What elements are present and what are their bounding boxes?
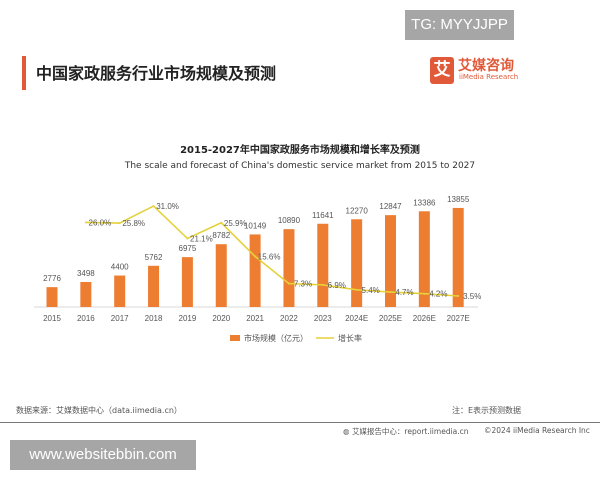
x-tick-label: 2025E	[379, 314, 402, 323]
growth-rate-label: 4.7%	[395, 288, 413, 297]
x-tick-label: 2022	[280, 314, 298, 323]
growth-rate-point	[287, 282, 290, 285]
bar-value-label: 6975	[179, 244, 197, 253]
logo-mark: 艾	[430, 57, 454, 84]
x-tick-label: 2020	[212, 314, 230, 323]
page-title: 中国家政服务行业市场规模及预测	[36, 64, 277, 83]
growth-rate-point	[355, 288, 358, 291]
watermark-top: TG: MYYJJPP	[405, 10, 514, 40]
bar	[114, 275, 126, 307]
growth-rate-label: 21.1%	[190, 234, 213, 243]
growth-rate-point	[118, 222, 121, 225]
growth-rate-point	[220, 221, 223, 224]
growth-rate-label: 25.8%	[122, 219, 145, 228]
watermark-bottom: www.websitebbin.com	[10, 440, 196, 470]
growth-rate-label: 7.3%	[294, 280, 312, 289]
growth-rate-point	[152, 205, 155, 208]
growth-rate-line	[85, 205, 459, 297]
chart-subtitle: The scale and forecast of China's domest…	[124, 161, 476, 171]
x-tick-label: 2024E	[345, 314, 368, 323]
bar-value-label: 5762	[145, 253, 163, 262]
bar-value-label: 13386	[413, 198, 436, 207]
growth-rate-label: 5.4%	[362, 286, 380, 295]
bar	[317, 223, 329, 307]
logo-en: iiMedia Research	[459, 73, 519, 81]
growth-rate-label: 26.0%	[89, 218, 112, 227]
growth-rate-label: 3.5%	[463, 292, 481, 301]
x-tick-label: 2017	[111, 314, 129, 323]
logo-cn: 艾媒咨询	[458, 58, 514, 74]
bar	[452, 207, 464, 307]
x-tick-label: 2015	[43, 314, 61, 323]
growth-rate-label: 6.9%	[328, 281, 346, 290]
x-tick-label: 2016	[77, 314, 95, 323]
growth-rate-point	[321, 283, 324, 286]
bar-value-label: 8782	[212, 231, 230, 240]
logo: 艾 艾媒咨询 iiMedia Research	[430, 57, 518, 87]
bar-value-label: 13855	[447, 195, 470, 204]
growth-rate-point	[84, 221, 87, 224]
x-tick-label: 2023	[314, 314, 332, 323]
bar-value-label: 11641	[312, 211, 334, 220]
growth-rate-point	[457, 295, 460, 297]
growth-rate-label: 31.0%	[156, 202, 179, 211]
bar	[418, 211, 430, 307]
chart-title: 2015-2027年中国家政服务市场规模和增长率及预测	[180, 145, 420, 156]
bar	[148, 265, 160, 307]
x-tick-label: 2021	[246, 314, 264, 323]
bar-value-label: 2776	[43, 274, 61, 283]
bar	[46, 287, 58, 307]
bar	[181, 257, 193, 307]
legend-bar-swatch	[230, 335, 240, 341]
bar-value-label: 4400	[111, 263, 129, 272]
growth-rate-label: 25.9%	[224, 219, 247, 228]
growth-rate-label: 4.2%	[429, 290, 447, 299]
bar-value-label: 12270	[346, 206, 369, 215]
bar	[215, 244, 227, 307]
growth-rate-point	[254, 255, 257, 258]
bar-value-label: 10149	[244, 221, 267, 230]
bar-value-label: 3498	[77, 269, 95, 278]
bar	[249, 234, 261, 307]
footer-divider	[0, 422, 600, 423]
x-tick-label: 2027E	[447, 314, 470, 323]
copyright: ©2024 iiMedia Research Inc	[484, 426, 590, 435]
bar-value-label: 12847	[379, 202, 402, 211]
growth-rate-point	[389, 291, 392, 294]
report-center: ◍ 艾媒报告中心：report.iimedia.cn	[343, 426, 469, 437]
globe-icon: ◍	[343, 427, 352, 436]
legend-bar-label: 市场规模（亿元）	[244, 333, 308, 343]
growth-rate-point	[186, 237, 189, 240]
data-source: 数据来源：艾媒数据中心（data.iimedia.cn）	[16, 406, 182, 415]
legend-line-label: 增长率	[338, 333, 362, 343]
bar	[80, 281, 92, 307]
report-link[interactable]: 艾媒报告中心：report.iimedia.cn	[351, 427, 469, 436]
bar	[283, 229, 295, 307]
growth-rate-point	[423, 292, 426, 295]
forecast-note: 注：E表示预测数据	[452, 406, 522, 415]
x-tick-label: 2018	[145, 314, 163, 323]
x-tick-label: 2019	[179, 314, 197, 323]
x-tick-label: 2026E	[413, 314, 436, 323]
bar	[385, 215, 396, 307]
growth-rate-label: 15.6%	[258, 252, 281, 261]
title-accent-bar	[22, 56, 26, 90]
bar-value-label: 10890	[278, 216, 301, 225]
bar	[351, 219, 363, 307]
